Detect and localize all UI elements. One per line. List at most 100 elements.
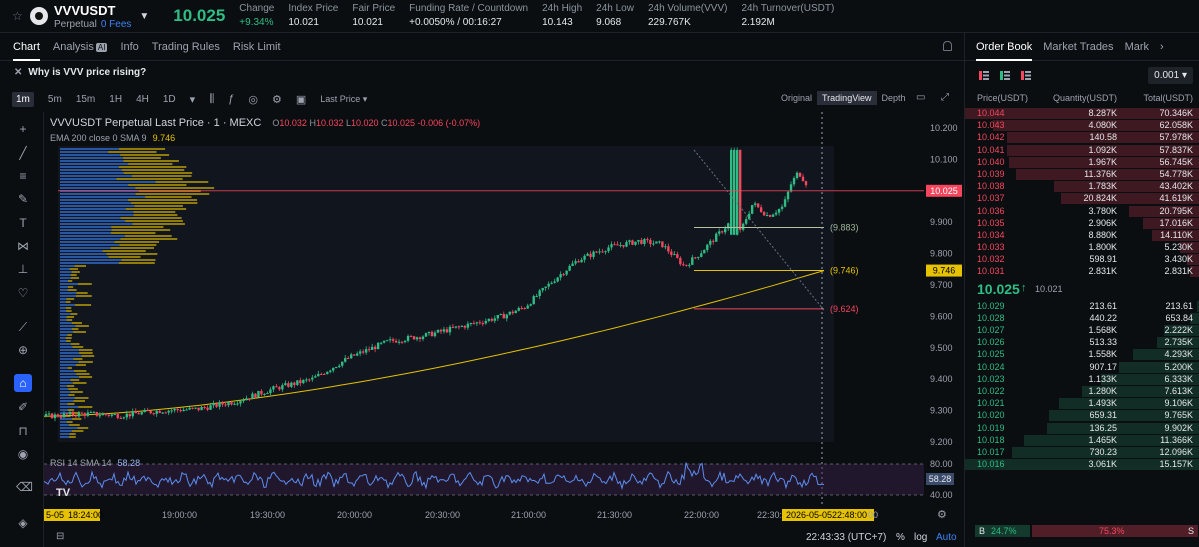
- tab-info[interactable]: Info: [120, 40, 139, 53]
- candle-body: [149, 411, 152, 414]
- tab-risk-limit[interactable]: Risk Limit: [232, 40, 281, 53]
- lock-icon[interactable]: ⊓: [18, 424, 28, 438]
- ask-row[interactable]: 10.037 20.824K 41.619K: [965, 192, 1199, 205]
- timeframe-1h[interactable]: 1H: [109, 93, 123, 105]
- tab-analysis[interactable]: Analysis AI: [52, 40, 108, 53]
- layout-bids-icon[interactable]: [1000, 71, 1010, 80]
- ask-row[interactable]: 10.036 3.780K 20.795K: [965, 205, 1199, 217]
- heart-icon[interactable]: ♡: [17, 286, 29, 300]
- candle-body: [622, 245, 625, 247]
- horizontal-lines-icon[interactable]: ≡: [19, 169, 27, 183]
- ask-row[interactable]: 10.038 1.783K 43.402K: [965, 180, 1199, 193]
- layers-icon[interactable]: ◈: [18, 516, 28, 530]
- ask-total: 20.795K: [1159, 205, 1193, 216]
- candle-type-icon[interactable]: ⫼: [209, 92, 215, 105]
- ask-row[interactable]: 10.034 8.880K 14.110K: [965, 229, 1199, 241]
- ask-row[interactable]: 10.042 140.58 57.978K: [965, 131, 1199, 144]
- bid-row[interactable]: 10.023 1.133K 6.333K: [965, 373, 1199, 385]
- goto-date-icon[interactable]: ⊟: [56, 531, 65, 542]
- bid-row[interactable]: 10.018 1.465K 11.366K: [965, 434, 1199, 446]
- view-tradingview[interactable]: TradingView: [817, 91, 877, 105]
- chevron-right-icon[interactable]: ›: [1160, 40, 1164, 53]
- symbol-selector[interactable]: VVVUSDT Perpetual 0 Fees: [54, 3, 131, 30]
- ask-row[interactable]: 10.043 4.080K 62.058K: [965, 119, 1199, 132]
- text-icon[interactable]: T: [19, 216, 27, 230]
- ask-row[interactable]: 10.040 1.967K 56.745K: [965, 156, 1199, 168]
- chevron-down-icon[interactable]: ▼: [139, 10, 150, 22]
- bid-row[interactable]: 10.024 907.17 5.200K: [965, 361, 1199, 373]
- view-depth[interactable]: Depth: [881, 93, 906, 103]
- tab-trading-rules[interactable]: Trading Rules: [151, 40, 220, 53]
- bid-row[interactable]: 10.022 1.280K 7.613K: [965, 385, 1199, 397]
- candle-body: [679, 257, 682, 265]
- bid-row[interactable]: 10.029 213.61 213.61: [965, 300, 1199, 312]
- chart-canvas[interactable]: (9.883)(9.746)(9.624)10.20010.10010.0009…: [43, 112, 964, 529]
- magnet-icon[interactable]: ⌂: [14, 374, 32, 392]
- bid-row[interactable]: 10.026 513.33 2.735K: [965, 336, 1199, 349]
- zoom-in-icon[interactable]: ⊕: [17, 343, 29, 357]
- ask-row[interactable]: 10.044 8.287K 70.346K: [965, 107, 1199, 119]
- layout-both-icon[interactable]: [979, 71, 989, 80]
- ask-row[interactable]: 10.033 1.800K 5.230K: [965, 241, 1199, 254]
- favorite-star-icon[interactable]: ☆: [12, 9, 23, 23]
- tab-market-trades[interactable]: Market Trades: [1043, 40, 1114, 53]
- trash-icon[interactable]: ⌫: [16, 480, 33, 494]
- price-source-select[interactable]: Last Price ▾: [320, 93, 368, 104]
- log-scale-toggle[interactable]: log: [914, 532, 928, 543]
- chart-toolbar: 1m 5m 15m 1H 4H 1D ▾ ⫼ ƒ ◎ ⚙ ▣ Last Pric…: [0, 89, 964, 109]
- depth-bar: [1189, 266, 1199, 278]
- tab-mark[interactable]: Mark: [1124, 40, 1150, 53]
- percent-scale-toggle[interactable]: %: [896, 532, 905, 543]
- camera-icon[interactable]: ▣: [295, 93, 307, 106]
- auto-scale-toggle[interactable]: Auto: [936, 532, 957, 543]
- ask-row[interactable]: 10.032 598.91 3.430K: [965, 253, 1199, 266]
- ai-question-link[interactable]: ✕ Why is VVV price rising?: [14, 67, 147, 78]
- bid-row[interactable]: 10.020 659.31 9.765K: [965, 409, 1199, 422]
- bid-row[interactable]: 10.025 1.558K 4.293K: [965, 348, 1199, 361]
- eye-icon[interactable]: ◉: [17, 447, 29, 461]
- ask-row[interactable]: 10.035 2.906K 17.016K: [965, 217, 1199, 229]
- ruler-icon[interactable]: ⟋: [18, 320, 28, 334]
- bid-row[interactable]: 10.016 3.061K 15.157K: [965, 458, 1199, 471]
- pencil-lock-icon[interactable]: ✐: [17, 400, 29, 414]
- bell-icon[interactable]: [943, 41, 952, 51]
- tab-chart[interactable]: Chart: [13, 33, 40, 61]
- indicators-icon[interactable]: ƒ: [228, 93, 235, 105]
- bid-row[interactable]: 10.028 440.22 653.84: [965, 312, 1199, 324]
- pattern-icon[interactable]: ⋈: [17, 239, 29, 253]
- tab-order-book[interactable]: Order Book: [976, 33, 1033, 61]
- bid-row[interactable]: 10.021 1.493K 9.106K: [965, 397, 1199, 410]
- layout-icon[interactable]: ◎: [248, 93, 258, 106]
- fullscreen-icon[interactable]: ⤢: [941, 92, 949, 103]
- candle-body: [71, 412, 75, 416]
- timeframe-1d[interactable]: 1D: [162, 93, 176, 105]
- ask-row[interactable]: 10.031 2.831K 2.831K: [965, 265, 1199, 278]
- forecast-icon[interactable]: ⊥: [17, 262, 29, 276]
- trend-line-icon[interactable]: ╱: [19, 146, 27, 160]
- candle-body: [577, 261, 580, 263]
- timeframe-5m[interactable]: 5m: [47, 93, 62, 105]
- view-original[interactable]: Original: [781, 93, 813, 103]
- bid-row[interactable]: 10.019 136.25 9.902K: [965, 422, 1199, 434]
- clock-time[interactable]: 22:43:33 (UTC+7): [806, 532, 887, 543]
- timeframe-4h[interactable]: 4H: [136, 93, 149, 105]
- bid-row[interactable]: 10.027 1.568K 2.222K: [965, 324, 1199, 336]
- precision-select[interactable]: 0.001 ▾: [1148, 67, 1193, 84]
- settings-icon[interactable]: ⚙: [271, 93, 282, 106]
- crosshair-icon[interactable]: +: [19, 122, 27, 136]
- timeframe-1m[interactable]: 1m: [12, 91, 34, 107]
- timeframe-15m[interactable]: 15m: [75, 93, 96, 105]
- brush-icon[interactable]: ✎: [17, 192, 29, 206]
- bid-row[interactable]: 10.017 730.23 12.096K: [965, 446, 1199, 458]
- candle-body: [661, 241, 664, 248]
- ask-row[interactable]: 10.039 11.376K 54.778K: [965, 168, 1199, 180]
- ask-row[interactable]: 10.041 1.092K 57.837K: [965, 144, 1199, 156]
- ask-quantity: 2.831K: [1088, 266, 1117, 277]
- price-chart[interactable]: (9.883)(9.746)(9.624)10.20010.10010.0009…: [43, 112, 964, 529]
- layout-asks-icon[interactable]: [1021, 71, 1031, 80]
- volume-profile-bar: [108, 256, 141, 258]
- volume-profile-bar: [60, 253, 107, 255]
- timeframe-dropdown-icon[interactable]: ▾: [189, 93, 196, 106]
- split-layout-icon[interactable]: ▭: [916, 92, 926, 103]
- candle-body: [269, 389, 272, 394]
